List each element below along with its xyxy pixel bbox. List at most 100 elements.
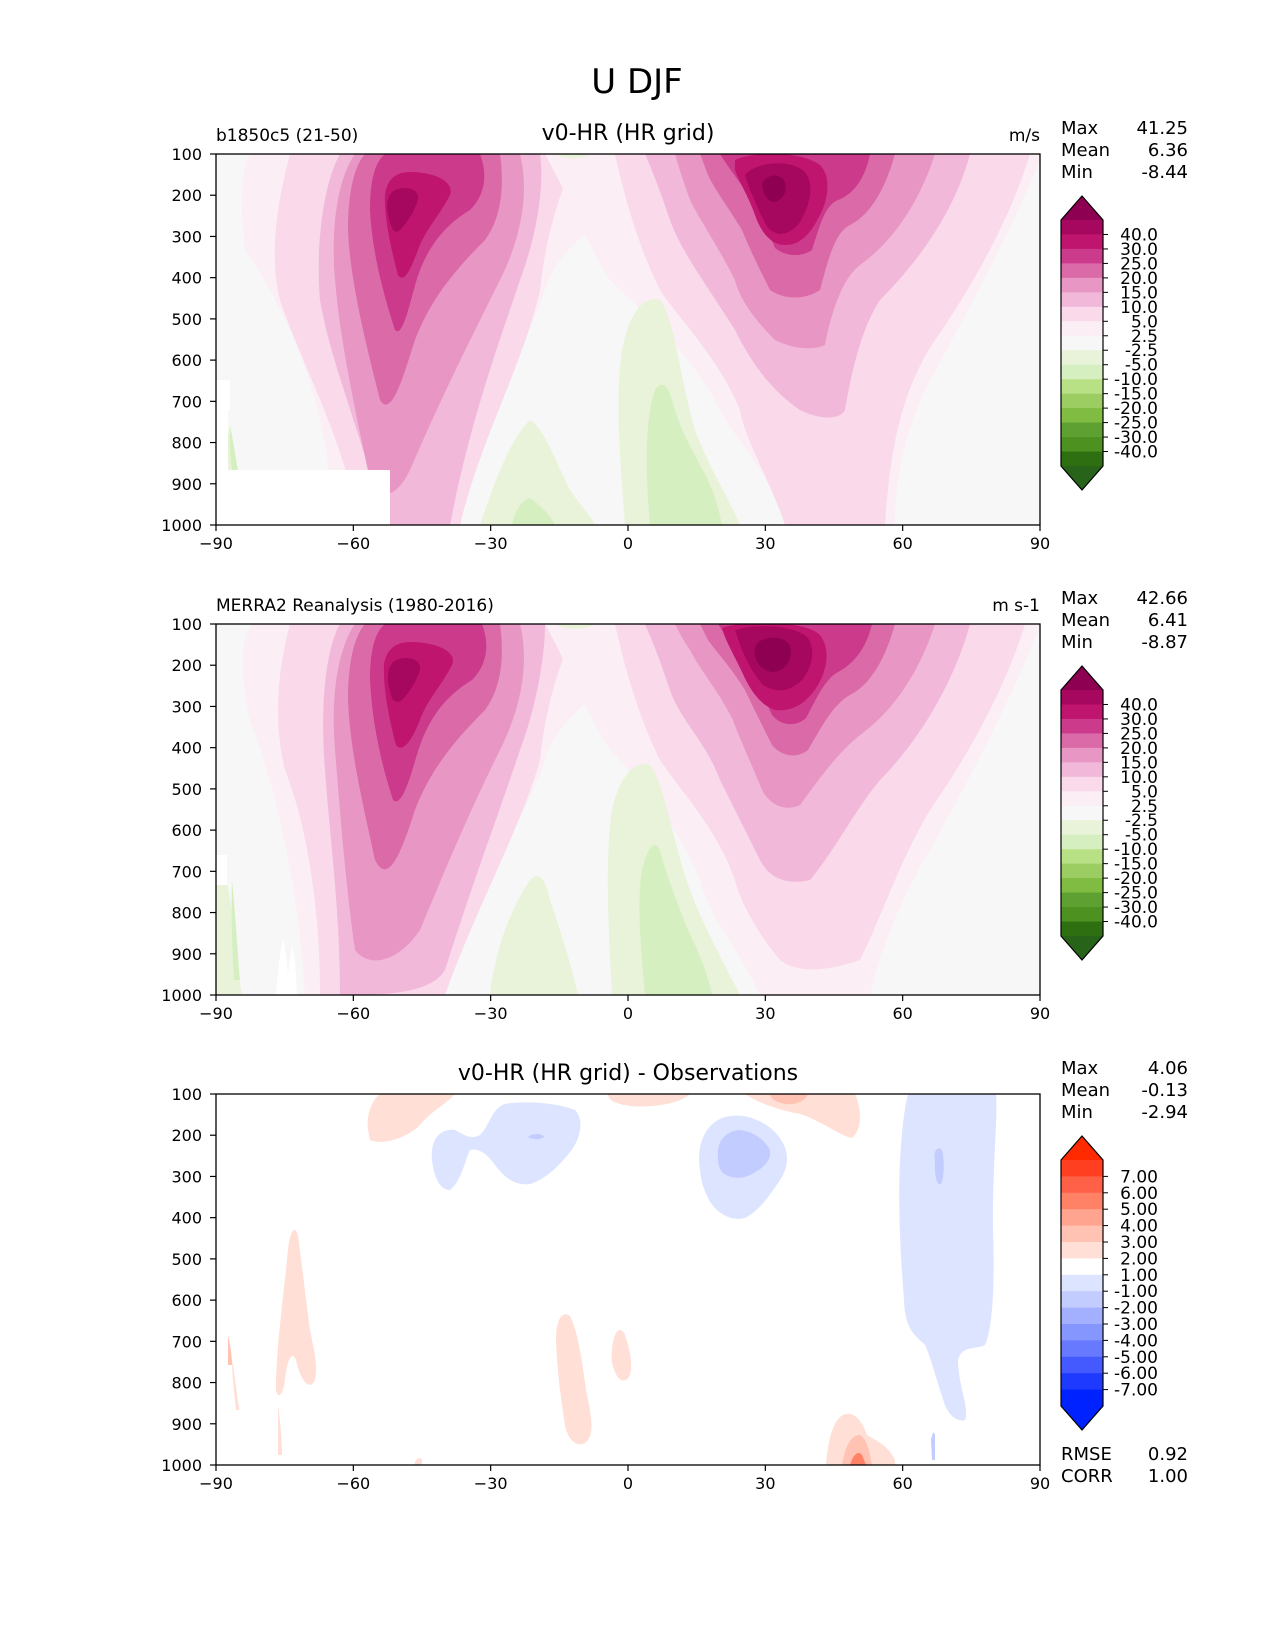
y-tick-label: 100 [171,615,202,634]
colorbar-level-label: 6.00 [1120,1184,1158,1204]
contour-fill-test [216,154,1040,525]
stat-mean-label: Mean [1061,1080,1110,1101]
colorbar-band [1061,849,1103,865]
colorbar-band [1061,907,1103,923]
colorbar-level-label: -3.00 [1114,1315,1158,1335]
x-tick-label: 90 [1030,534,1050,553]
stat-mean-value: 6.36 [1148,140,1188,161]
y-tick-label: 200 [171,656,202,675]
axes-test: −90 −60 −30 0 30 60 90 100 200 300 400 500 600 700 800… [161,145,1050,553]
colorbar-band [1061,892,1103,908]
figure-title: U DJF [591,62,682,102]
colorbar-level-label: -15.0 [1114,855,1158,875]
y-tick-label: 800 [171,1374,202,1393]
y-tick-label: 800 [171,904,202,923]
y-tick-label: 500 [171,780,202,799]
colorbar-band [1061,306,1103,322]
stat-rmse-value: 0.92 [1148,1444,1188,1465]
colorbar-band [1061,1209,1103,1227]
colorbar-band [1061,791,1103,807]
colorbar-level-label: 30.0 [1120,710,1158,730]
y-tick-label: 700 [171,392,202,411]
colorbar-band [1061,379,1103,395]
y-tick-label: 200 [171,1126,202,1145]
stat-min-value: -8.44 [1141,162,1188,183]
colorbar-level-label: -30.0 [1114,898,1158,918]
colorbar-band [1061,1291,1103,1309]
stat-min-label: Min [1061,632,1093,653]
colorbar-extend-max [1061,196,1103,220]
colorbar-band [1061,292,1103,308]
colorbar-band [1061,776,1103,792]
colorbar-band [1061,747,1103,763]
colorbar-level-label: -25.0 [1114,414,1158,434]
colorbar-band [1061,820,1103,836]
colorbar-band [1061,408,1103,424]
colorbar-level-label: 40.0 [1120,225,1158,245]
colorbar-band [1061,1389,1103,1407]
x-tick-label: −30 [474,1474,508,1493]
x-tick-label: 0 [623,534,633,553]
y-tick-label: 1000 [161,986,202,1005]
stat-corr-label: CORR [1061,1466,1113,1487]
colorbar-extend-min [1061,466,1103,490]
y-tick-label: 300 [171,1167,202,1186]
colorbar-band [1061,863,1103,879]
x-tick-label: 0 [623,1004,633,1023]
x-tick-label: −30 [474,1004,508,1023]
colorbar-band [1061,1176,1103,1194]
x-tick-label: 90 [1030,1474,1050,1493]
x-tick-label: 30 [755,1474,775,1493]
colorbar-band [1061,220,1103,236]
colorbar-band [1061,1242,1103,1259]
stat-mean-label: Mean [1061,610,1110,631]
colorbar-level-label: 2.5 [1131,797,1158,817]
colorbar-band [1061,364,1103,380]
colorbar-band [1061,1225,1103,1243]
x-tick-label: 60 [892,1004,912,1023]
x-tick-label: −60 [336,534,370,553]
axes-difference: −90 −60 −30 0 30 60 90 100 200 300 400 500 600 700 800… [161,1085,1050,1493]
colorbar-band [1061,1258,1103,1276]
colorbar-level-label: -1.00 [1114,1282,1158,1302]
colorbar-level-label: 20.0 [1120,269,1158,289]
x-tick-label: 30 [755,534,775,553]
colorbar-level-label: 5.00 [1120,1200,1158,1220]
stat-max-label: Max [1061,118,1099,139]
colorbar-difference: 7.006.005.004.003.002.001.00-1.00-2.00-3… [1060,1135,1158,1431]
colorbar-band [1061,762,1103,778]
colorbar-level-label: -7.00 [1114,1381,1158,1401]
colorbar-level-label: 3.00 [1120,1233,1158,1253]
colorbar-band [1061,263,1103,279]
colorbar-band [1061,805,1103,821]
colorbar-level-label: 5.0 [1131,312,1158,332]
y-tick-label: 600 [171,351,202,370]
y-tick-label: 400 [171,739,202,758]
stat-max-label: Max [1061,1058,1099,1079]
colorbar-level-label: 10.0 [1120,298,1158,318]
colorbar-extend-min [1061,936,1103,960]
colorbar-band [1061,451,1103,467]
y-tick-label: 700 [171,862,202,881]
colorbar-level-label: 5.0 [1131,782,1158,802]
stat-mean-value: -0.13 [1141,1080,1188,1101]
stat-rmse-label: RMSE [1061,1444,1112,1465]
colorbar-band [1061,1324,1103,1341]
colorbar-level-label: -2.00 [1114,1299,1158,1319]
y-tick-label: 400 [171,269,202,288]
y-tick-label: 100 [171,145,202,164]
colorbar-band [1061,234,1103,250]
colorbar-band [1061,393,1103,409]
stats-reference: Max 42.66 Mean 6.41 Min -8.87 [1061,588,1188,653]
panel-title-difference: v0-HR (HR grid) - Observations [458,1061,798,1086]
colorbar-band [1061,878,1103,894]
colorbar-level-label: -20.0 [1114,399,1158,419]
panel-left-label-reference: MERRA2 Reanalysis (1980-2016) [216,596,494,616]
stat-min-value: -8.87 [1141,632,1188,653]
y-tick-label: 900 [171,945,202,964]
panel-test: v0-HR (HR grid) b1850c5 (21-50) m/s −90−… [161,118,1188,553]
y-tick-label: 1000 [161,1456,202,1475]
x-tick-label: 30 [755,1004,775,1023]
colorbar-level-label: 15.0 [1120,753,1158,773]
contour-fill-reference [216,624,1040,995]
